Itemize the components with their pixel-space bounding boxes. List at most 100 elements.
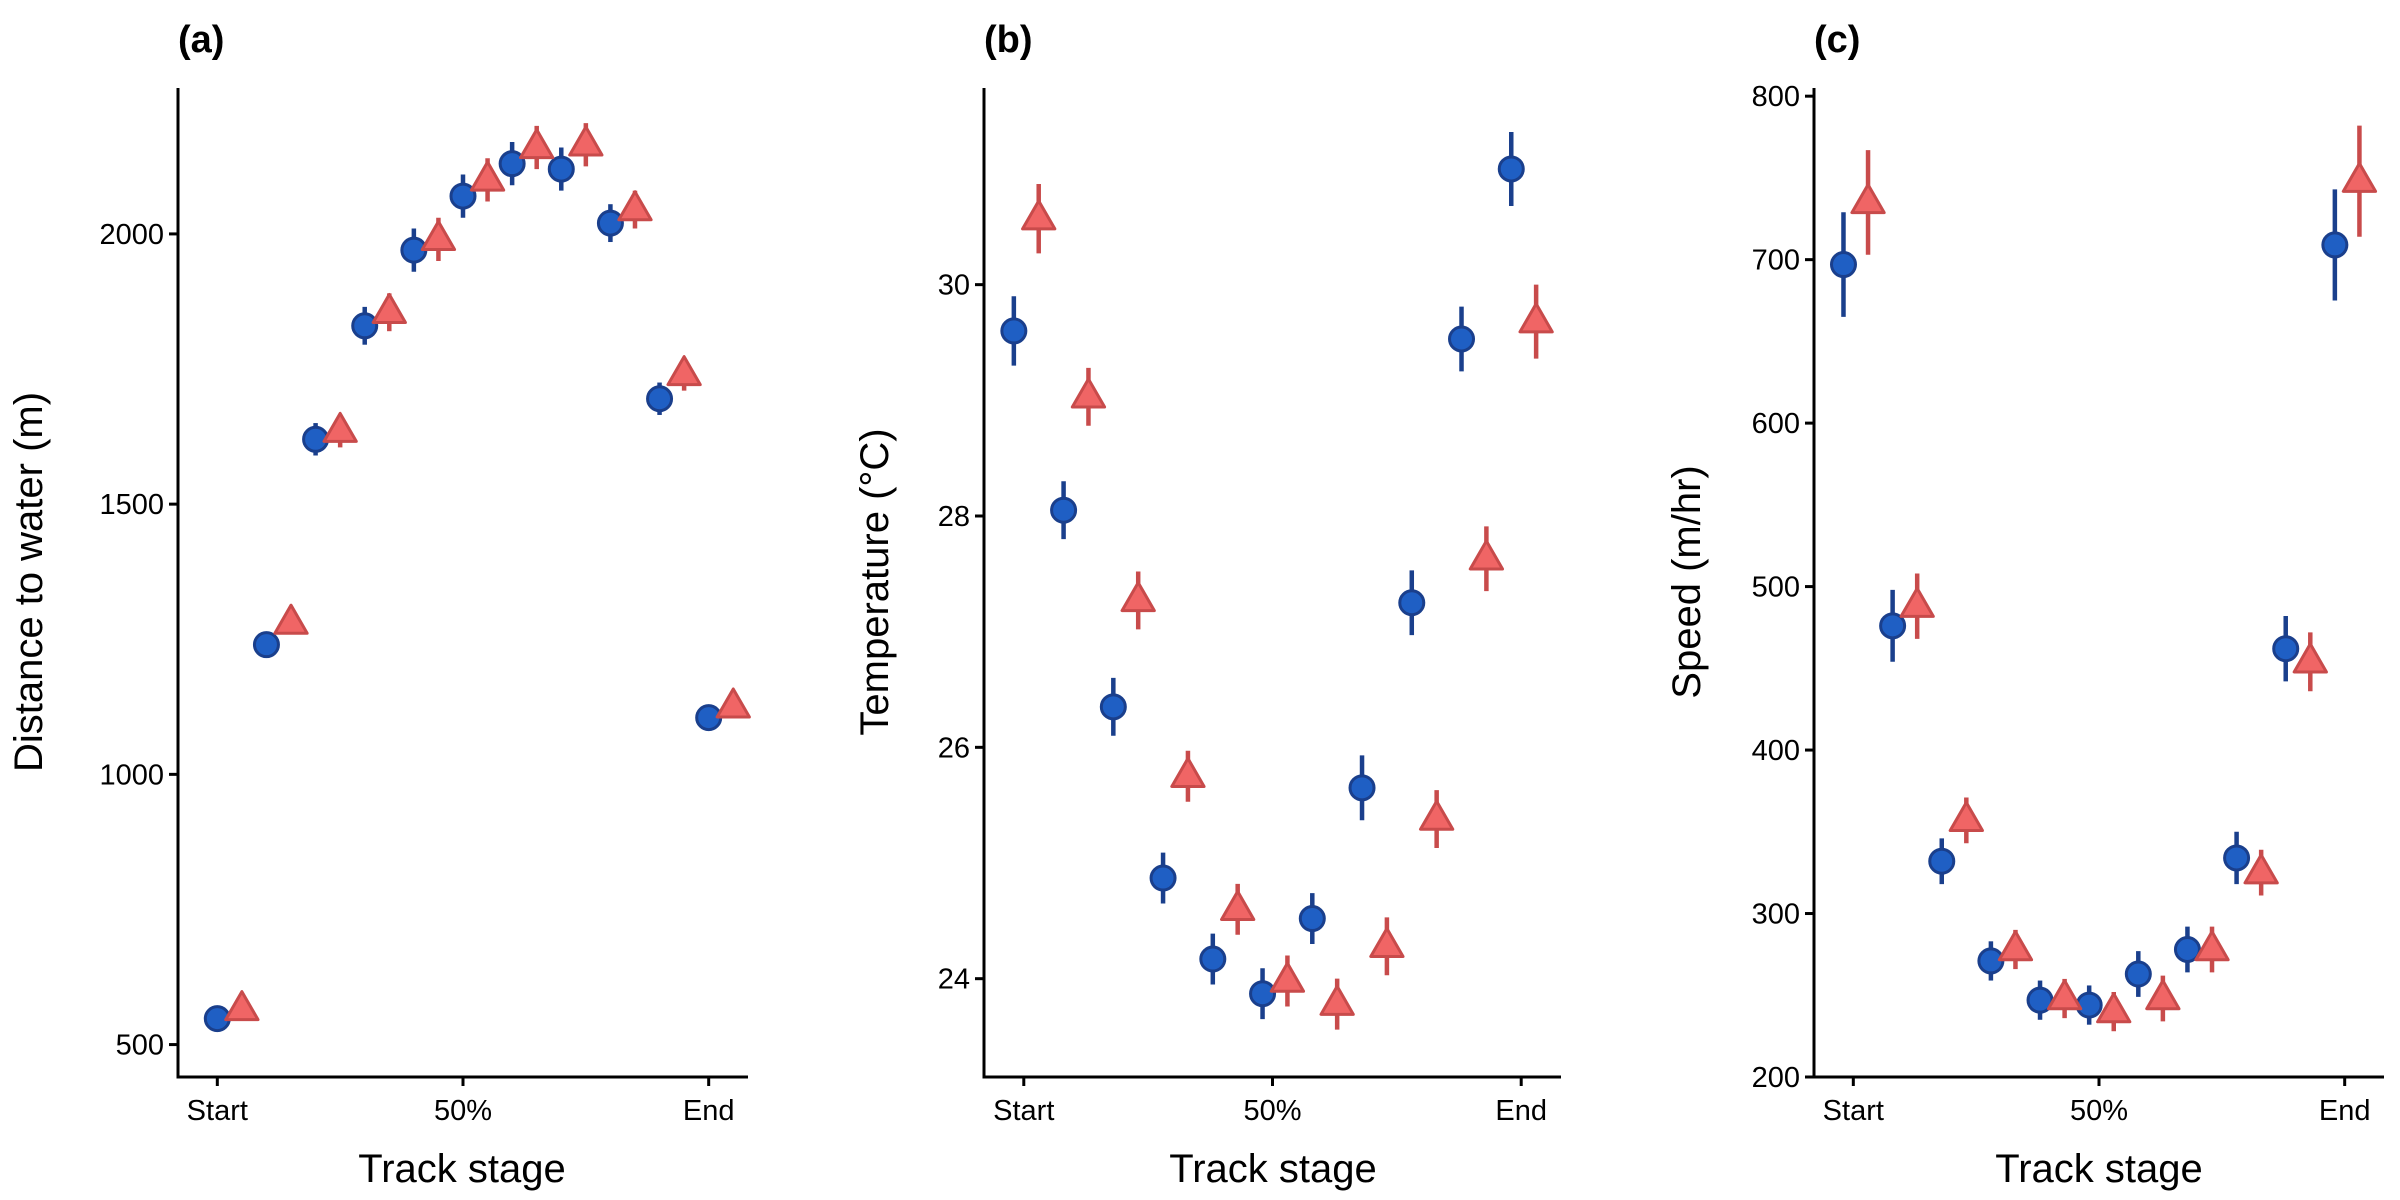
panel-c: (c) 200 300 400 500 600 700 800 Start 50% End Tra…	[1665, 19, 2384, 1191]
panel-c-y-tick-label: 700	[1752, 245, 1800, 277]
panel-a-plot-area: 500 1000 1500 2000 Start 50% End	[99, 88, 751, 1127]
panel-b-x-tick-label: Start	[993, 1095, 1054, 1127]
panel-c-circle-point	[2124, 960, 2152, 988]
panel-b-circle-point	[1298, 905, 1326, 933]
panel-b-triangle-point	[1468, 539, 1505, 571]
panel-c-circle-point	[1928, 847, 1956, 875]
panel-a-triangle-point	[469, 160, 506, 192]
panel-a-triangle-point	[420, 219, 457, 252]
panel-b-circle-point	[1348, 774, 1376, 802]
panel-c-triangle-point	[2292, 642, 2328, 674]
panel-c-x-tick-label: Start	[1823, 1095, 1884, 1127]
panel-c-y-tick-label: 800	[1752, 81, 1800, 113]
panel-a-circle-point	[252, 631, 280, 659]
panel-c-x-axis-title: Track stage	[1995, 1147, 2202, 1191]
panel-b-x-axis-title: Track stage	[1169, 1147, 1376, 1191]
panel-a-triangle-point	[617, 190, 653, 222]
panel-b-plot-area: 24 26 28 30 Start 50% End	[938, 88, 1561, 1127]
panel-a-y-tick-label: 500	[116, 1030, 164, 1062]
panel-b-circle-point	[1050, 496, 1078, 524]
panel-c-triangle-point	[1850, 183, 1886, 215]
panel-b-y-axis-title: Temperature (°C)	[853, 428, 897, 735]
panel-c-y-tick-label: 300	[1752, 899, 1800, 931]
panel-c-circle-point	[2075, 991, 2103, 1019]
panel-a-circle-point	[596, 209, 624, 237]
panel-a-y-tick-label: 1000	[99, 759, 164, 791]
panel-b-circle-point	[1448, 325, 1476, 353]
panel-b-triangle-point	[1220, 889, 1256, 921]
panel-a-circle-point	[646, 385, 674, 413]
panel-a-triangle-point	[519, 128, 555, 160]
panel-c-y-axis-title: Speed (m/hr)	[1665, 465, 1709, 698]
panel-c-circle-point	[2223, 844, 2251, 872]
panel-b-circle-point	[1497, 155, 1525, 183]
panel-a-circle-point	[547, 155, 575, 183]
panel-b-y-tick-label: 30	[938, 270, 970, 302]
panel-c-triangle-point	[1997, 930, 2034, 962]
panel-b-triangle-point	[1120, 581, 1156, 613]
panel-b-y-tick-label: 24	[938, 964, 970, 996]
panel-c-y-tick-label: 400	[1752, 735, 1800, 767]
panel-a-triangle-point	[322, 411, 358, 443]
panel-c-triangle-point	[2341, 161, 2378, 193]
panel-a-triangle-point	[666, 355, 702, 387]
panel-a-y-axis-title: Distance to water (m)	[7, 392, 51, 772]
panel-b-triangle-point	[1369, 926, 1405, 958]
panel-b-y-tick-label: 26	[938, 732, 970, 764]
panel-a-y-tick-label: 2000	[99, 219, 164, 251]
panel-b-circle-point	[1149, 864, 1177, 892]
panel-a: (a) 500 1000 1500 2000 Start 50% End Track sta…	[7, 19, 751, 1191]
panel-c-plot-area: 200 300 400 500 600 700 800 Start 50% End	[1752, 81, 2384, 1127]
panel-b-triangle-point	[1269, 961, 1306, 993]
panel-c-triangle-point	[2145, 979, 2181, 1011]
panel-a-x-tick-label: 50%	[434, 1095, 492, 1127]
panel-a-triangle-point	[568, 125, 604, 157]
panel-c-y-tick-label: 200	[1752, 1062, 1800, 1094]
panel-a-x-axis-title: Track stage	[358, 1147, 565, 1191]
panel-c-triangle-point	[2096, 992, 2132, 1024]
panel-c-circle-point	[1879, 612, 1907, 640]
panel-b-circle-point	[1398, 589, 1426, 617]
panel-c-circle-point	[2321, 231, 2349, 259]
panel-b-x-tick-label: 50%	[1243, 1095, 1301, 1127]
panel-b-y-tick-label: 28	[938, 501, 970, 533]
panel-b-triangle-point	[1319, 984, 1355, 1016]
panel-c-label: (c)	[1814, 19, 1860, 61]
panel-a-triangle-point	[371, 292, 407, 324]
panel-c-x-tick-label: 50%	[2070, 1095, 2128, 1127]
panel-c-triangle-point	[2046, 979, 2083, 1011]
panel-c-y-tick-label: 500	[1752, 572, 1800, 604]
panel-c-circle-point	[1829, 251, 1857, 279]
panel-b-circle-point	[1249, 980, 1277, 1008]
panel-a-x-tick-label: End	[683, 1095, 735, 1127]
panel-b-circle-point	[1199, 945, 1227, 973]
panel-a-circle-point	[449, 182, 477, 210]
panel-a-triangle-point	[715, 687, 751, 719]
panel-c-triangle-point	[2243, 853, 2279, 885]
panel-a-label: (a)	[178, 19, 224, 61]
panel-b-x-tick-label: End	[1495, 1095, 1547, 1127]
panel-b-triangle-point	[1418, 799, 1455, 831]
panel-c-x-tick-label: End	[2319, 1095, 2371, 1127]
panel-c-circle-point	[2173, 935, 2201, 963]
panel-a-y-tick-label: 1500	[99, 489, 164, 521]
panel-c-triangle-point	[1948, 801, 1984, 833]
panel-b-triangle-point	[1170, 756, 1206, 788]
panel-b-circle-point	[1099, 693, 1127, 721]
panel-c-y-tick-label: 600	[1752, 408, 1800, 440]
panel-c-circle-point	[2272, 635, 2300, 663]
panel-c-triangle-point	[2194, 930, 2230, 962]
panel-a-triangle-point	[273, 603, 309, 635]
panel-c-triangle-point	[1899, 586, 1935, 618]
panel-a-triangle-point	[224, 990, 260, 1022]
panel-a-circle-point	[498, 150, 526, 178]
panel-b-triangle-point	[1518, 302, 1554, 334]
panel-b: (b) 24 26 28 30 Start 50% End Track stage Temp…	[853, 19, 1561, 1191]
panel-b-triangle-point	[1070, 377, 1107, 409]
panel-a-x-tick-label: Start	[187, 1095, 248, 1127]
panel-b-label: (b)	[984, 19, 1033, 61]
panel-a-circle-point	[351, 312, 379, 340]
panel-b-triangle-point	[1021, 199, 1057, 231]
panel-b-circle-point	[1000, 317, 1028, 345]
